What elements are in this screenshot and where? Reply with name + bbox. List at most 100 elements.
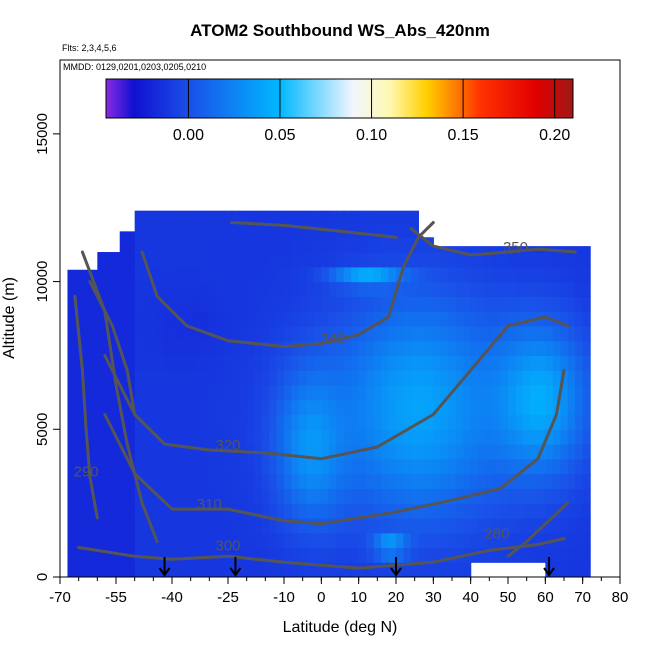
contour-line	[77, 537, 566, 570]
heatmap-cell	[463, 296, 472, 312]
heatmap-cell	[433, 266, 442, 283]
heatmap-cell	[172, 384, 181, 401]
heatmap-cell	[508, 473, 517, 489]
heatmap-cell	[373, 488, 382, 504]
heatmap-cell	[545, 488, 554, 504]
heatmap-cell	[209, 311, 218, 327]
heatmap-cell	[149, 355, 158, 371]
heatmap-cell	[89, 340, 98, 357]
heatmap-cell	[269, 517, 278, 534]
heatmap-cell	[552, 414, 561, 430]
heatmap-cell	[500, 503, 509, 519]
heatmap-cell	[537, 414, 546, 430]
heatmap-cell	[336, 210, 345, 224]
heatmap-cell	[164, 281, 173, 297]
heatmap-cell	[246, 237, 255, 253]
heatmap-cell	[254, 458, 263, 475]
heatmap-cell	[418, 429, 427, 445]
heatmap-cell	[104, 473, 113, 489]
heatmap-cell	[440, 311, 449, 327]
heatmap-cell	[403, 210, 412, 224]
heatmap-cell	[403, 488, 412, 504]
heatmap-cell	[112, 562, 121, 577]
heatmap-cell	[403, 237, 412, 253]
heatmap-cell	[74, 269, 83, 283]
heatmap-cell	[515, 252, 524, 268]
heatmap-cell	[186, 370, 195, 386]
heatmap-cell	[239, 311, 248, 327]
heatmap-cell	[500, 296, 509, 312]
heatmap-cell	[306, 281, 315, 297]
heatmap-cell	[82, 296, 91, 312]
heatmap-cell	[321, 340, 330, 357]
heatmap-cell	[157, 547, 166, 563]
heatmap-cell	[373, 429, 382, 445]
heatmap-cell	[336, 488, 345, 504]
heatmap-cell	[321, 311, 330, 327]
heatmap-cell	[485, 503, 494, 519]
heatmap-cell	[582, 547, 591, 563]
heatmap-cell	[343, 429, 352, 445]
heatmap-cell	[82, 458, 91, 475]
heatmap-cell	[186, 311, 195, 327]
heatmap-cell	[239, 340, 248, 357]
heatmap-cell	[149, 210, 158, 224]
heatmap-cell	[575, 547, 584, 563]
heatmap-cell	[455, 414, 464, 430]
heatmap-cell	[515, 384, 524, 401]
heatmap-cell	[485, 517, 494, 534]
heatmap-cell	[231, 547, 240, 563]
heatmap-cell	[157, 311, 166, 327]
heatmap-cell	[157, 399, 166, 416]
heatmap-cell	[478, 252, 487, 268]
heatmap-cell	[179, 399, 188, 416]
y-axis-label: Altitude (m)	[1, 277, 18, 359]
heatmap-cell	[67, 281, 76, 297]
heatmap-cell	[231, 488, 240, 504]
heatmap-cell	[194, 252, 203, 268]
heatmap-cell	[448, 252, 457, 268]
heatmap-cell	[313, 444, 322, 460]
heatmap-cell	[582, 296, 591, 312]
heatmap-cell	[575, 429, 584, 445]
heatmap-cell	[239, 414, 248, 430]
heatmap-cell	[112, 414, 121, 430]
heatmap-cell	[142, 399, 151, 416]
heatmap-cell	[67, 340, 76, 357]
y-tick-label: 5000	[34, 413, 51, 446]
heatmap-cell	[97, 340, 106, 357]
heatmap-cell	[239, 281, 248, 297]
heatmap-cell	[179, 488, 188, 504]
heatmap-cell	[351, 370, 360, 386]
heatmap-cell	[306, 210, 315, 224]
heatmap-cell	[440, 488, 449, 504]
heatmap-cell	[298, 296, 307, 312]
heatmap-cell	[269, 532, 278, 549]
heatmap-cell	[97, 429, 106, 445]
heatmap-cell	[82, 473, 91, 489]
heatmap-cell	[284, 562, 293, 577]
heatmap-cell	[246, 532, 255, 549]
heatmap-cell	[164, 503, 173, 519]
heatmap-cell	[216, 399, 225, 416]
heatmap-cell	[351, 473, 360, 489]
heatmap-cell	[351, 266, 360, 283]
heatmap-cell	[336, 532, 345, 549]
heatmap-cell	[351, 311, 360, 327]
heatmap-cell	[284, 370, 293, 386]
heatmap-cell	[328, 384, 337, 401]
heatmap-cell	[336, 547, 345, 563]
heatmap-cell	[440, 355, 449, 371]
heatmap-cell	[269, 488, 278, 504]
heatmap-cell	[508, 325, 517, 342]
heatmap-cell	[448, 503, 457, 519]
heatmap-cell	[97, 444, 106, 460]
heatmap-cell	[104, 370, 113, 386]
heatmap-cell	[89, 370, 98, 386]
heatmap-cell	[194, 266, 203, 283]
heatmap-cell	[463, 355, 472, 371]
heatmap-cell	[269, 547, 278, 563]
heatmap-cell	[194, 296, 203, 312]
heatmap-cell	[522, 384, 531, 401]
heatmap-cell	[410, 296, 419, 312]
